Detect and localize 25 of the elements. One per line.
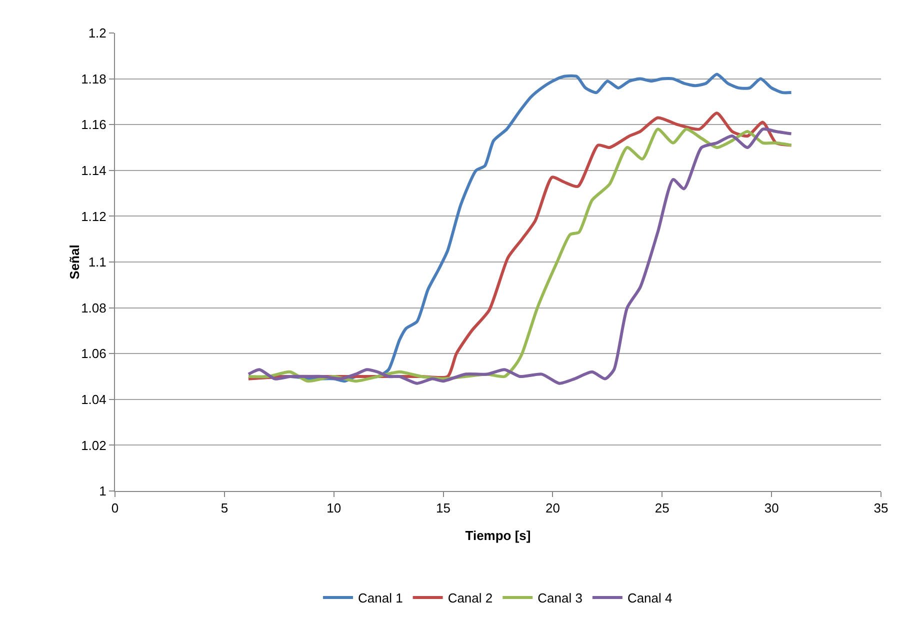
y-axis-title: Señal xyxy=(67,244,82,280)
legend-label: Canal 4 xyxy=(627,590,672,606)
y-tick-label: 1.1 xyxy=(88,254,106,270)
x-tick-label: 5 xyxy=(220,500,228,516)
y-tick-label: 1.08 xyxy=(81,300,106,316)
y-tick-label: 1.18 xyxy=(81,71,106,86)
x-tick-label: 35 xyxy=(874,500,888,516)
x-tick-label: 25 xyxy=(654,500,670,516)
x-tick-label: 10 xyxy=(326,500,342,516)
x-axis-title: Tiempo [s] xyxy=(465,528,531,543)
legend-label: Canal 1 xyxy=(358,590,403,606)
x-tick-label: 20 xyxy=(545,500,560,516)
y-tick-label: 1.12 xyxy=(81,208,106,224)
x-tick-label: 15 xyxy=(436,500,451,516)
y-tick-label: 1.06 xyxy=(81,346,106,362)
y-tick-label: 1.16 xyxy=(81,117,106,132)
legend-label: Canal 2 xyxy=(448,590,493,606)
x-tick-label: 30 xyxy=(764,500,779,516)
legend-label: Canal 3 xyxy=(538,590,582,606)
x-tick-label: 0 xyxy=(111,500,119,516)
y-tick-label: 1.02 xyxy=(81,438,106,453)
y-tick-label: 1.04 xyxy=(81,392,106,407)
y-tick-label: 1 xyxy=(99,484,106,499)
y-tick-label: 1.14 xyxy=(81,162,106,178)
y-tick-label: 1.2 xyxy=(88,26,106,41)
